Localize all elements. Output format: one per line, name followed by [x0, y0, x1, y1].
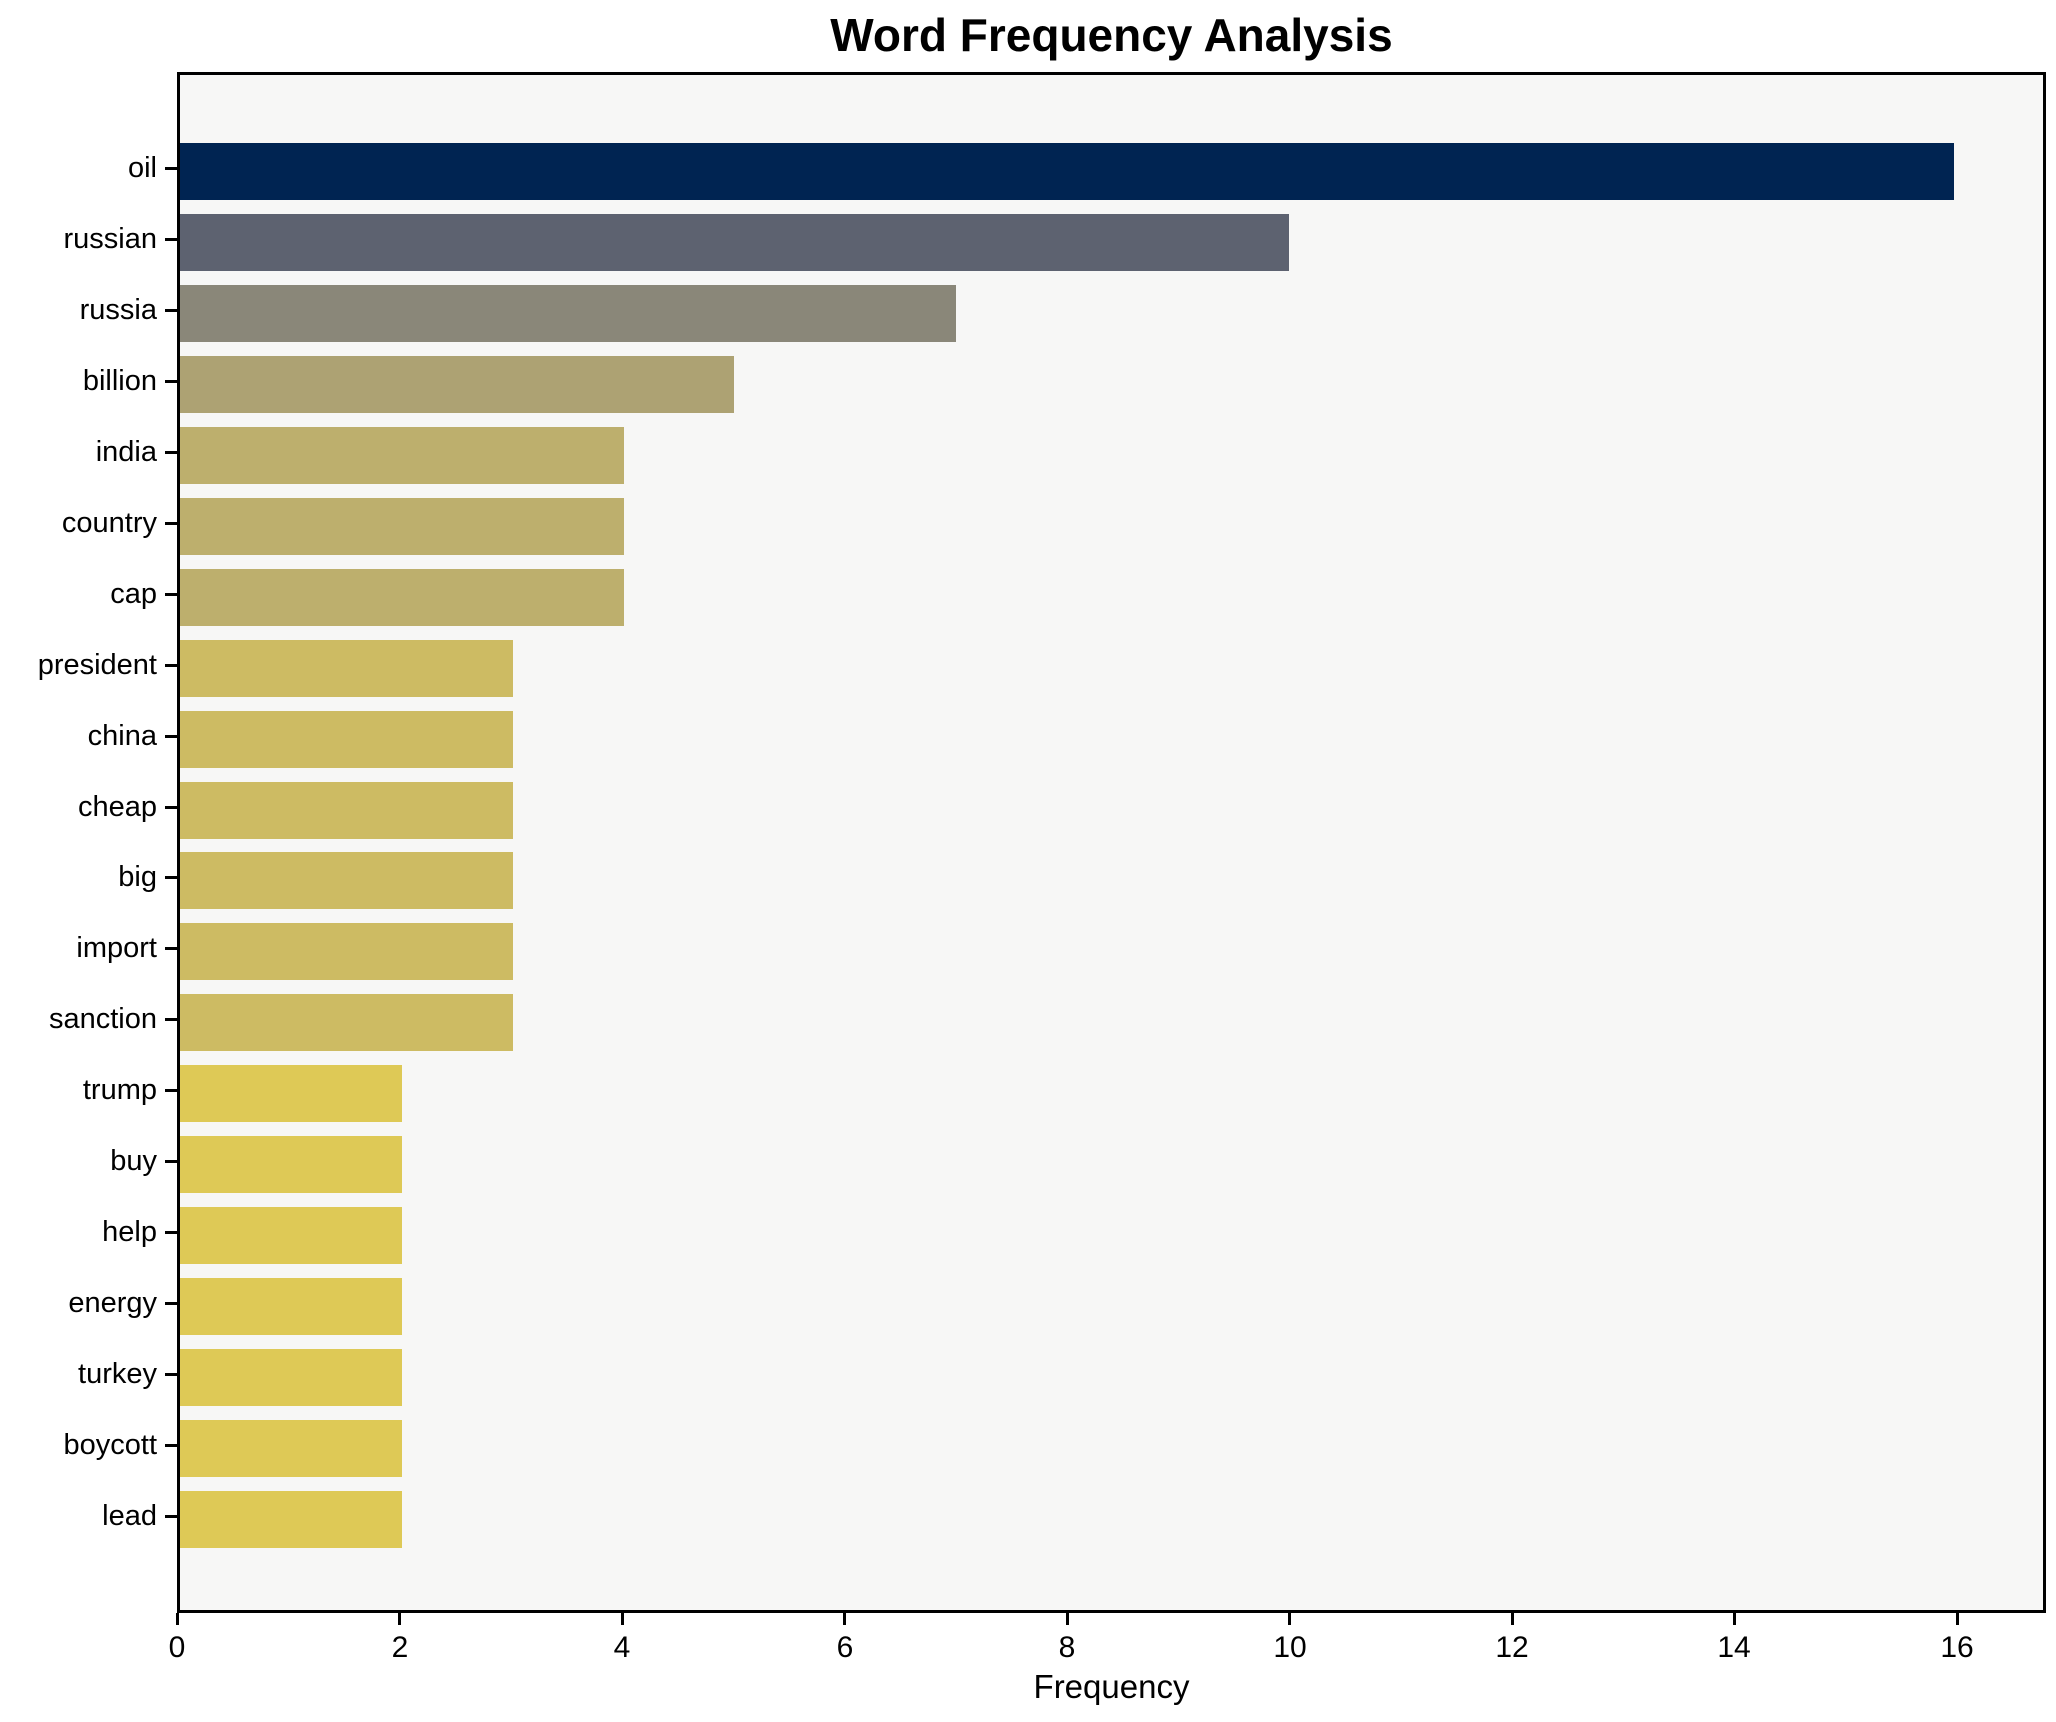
- y-tick-label-energy: energy: [68, 1287, 157, 1319]
- bar-russian: [180, 214, 1289, 271]
- y-tick: [165, 380, 177, 383]
- bar-trump: [180, 1065, 402, 1122]
- y-tick-label-cap: cap: [110, 578, 157, 610]
- y-tick-label-trump: trump: [82, 1074, 157, 1106]
- bar-energy: [180, 1278, 402, 1335]
- bar-import: [180, 923, 513, 980]
- bar-russia: [180, 285, 957, 342]
- y-tick: [165, 947, 177, 950]
- y-tick: [165, 451, 177, 454]
- x-tick-label-10: 10: [1273, 1631, 1307, 1664]
- y-tick-label-president: president: [37, 649, 157, 681]
- y-tick-label-india: india: [95, 436, 157, 468]
- bar-lead: [180, 1491, 402, 1548]
- x-tick-label-0: 0: [168, 1631, 186, 1664]
- x-axis-label: Frequency: [1033, 1668, 1190, 1705]
- y-tick-label-import: import: [76, 932, 157, 964]
- x-tick: [176, 1613, 179, 1625]
- x-tick-label-6: 6: [836, 1631, 854, 1664]
- y-tick-label-cheap: cheap: [77, 791, 157, 823]
- bar-billion: [180, 356, 735, 413]
- y-tick: [165, 593, 177, 596]
- x-tick: [1066, 1613, 1069, 1625]
- bar-china: [180, 711, 513, 768]
- x-tick-label-2: 2: [391, 1631, 409, 1664]
- bar-oil: [180, 143, 1955, 200]
- y-tick-label-oil: oil: [127, 152, 157, 184]
- bar-cheap: [180, 782, 513, 839]
- bar-cap: [180, 569, 624, 626]
- x-tick-label-4: 4: [613, 1631, 631, 1664]
- y-tick: [165, 1160, 177, 1163]
- x-tick: [1511, 1613, 1514, 1625]
- y-tick-label-sanction: sanction: [48, 1003, 157, 1035]
- y-tick: [165, 309, 177, 312]
- bar-big: [180, 852, 513, 909]
- x-tick-label-16: 16: [1940, 1631, 1974, 1664]
- y-tick: [165, 1373, 177, 1376]
- y-tick-label-help: help: [102, 1216, 157, 1248]
- y-tick-label-lead: lead: [102, 1500, 157, 1532]
- bar-buy: [180, 1136, 402, 1193]
- y-tick-label-big: big: [118, 861, 157, 893]
- y-tick-label-buy: buy: [110, 1145, 157, 1177]
- y-tick-label-russia: russia: [79, 294, 157, 326]
- y-tick-label-country: country: [61, 507, 157, 539]
- x-tick: [621, 1613, 624, 1625]
- bar-help: [180, 1207, 402, 1264]
- x-tick: [1288, 1613, 1291, 1625]
- y-tick: [165, 1444, 177, 1447]
- bars-container: [180, 75, 2043, 1610]
- x-tick: [1733, 1613, 1736, 1625]
- y-tick: [165, 1231, 177, 1234]
- bar-country: [180, 498, 624, 555]
- y-tick: [165, 664, 177, 667]
- y-tick: [165, 735, 177, 738]
- y-tick-label-turkey: turkey: [78, 1358, 157, 1390]
- x-tick: [1956, 1613, 1959, 1625]
- x-tick: [843, 1613, 846, 1625]
- y-tick: [165, 1515, 177, 1518]
- y-tick-label-china: china: [87, 720, 157, 752]
- y-tick: [165, 522, 177, 525]
- x-tick: [398, 1613, 401, 1625]
- plot-area: [177, 72, 2046, 1613]
- y-tick-label-boycott: boycott: [63, 1429, 158, 1461]
- bar-india: [180, 427, 624, 484]
- y-tick: [165, 1018, 177, 1021]
- x-tick-label-12: 12: [1495, 1631, 1529, 1664]
- y-tick: [165, 806, 177, 809]
- y-tick: [165, 1302, 177, 1305]
- y-tick-label-russian: russian: [63, 223, 158, 255]
- bar-president: [180, 640, 513, 697]
- x-tick-label-14: 14: [1717, 1631, 1751, 1664]
- y-tick: [165, 167, 177, 170]
- x-tick-label-8: 8: [1058, 1631, 1076, 1664]
- y-tick-label-billion: billion: [82, 365, 157, 397]
- chart-title: Word Frequency Analysis: [830, 9, 1393, 61]
- y-tick: [165, 876, 177, 879]
- bar-sanction: [180, 994, 513, 1051]
- bar-turkey: [180, 1349, 402, 1406]
- y-tick: [165, 1089, 177, 1092]
- y-tick: [165, 238, 177, 241]
- bar-boycott: [180, 1420, 402, 1477]
